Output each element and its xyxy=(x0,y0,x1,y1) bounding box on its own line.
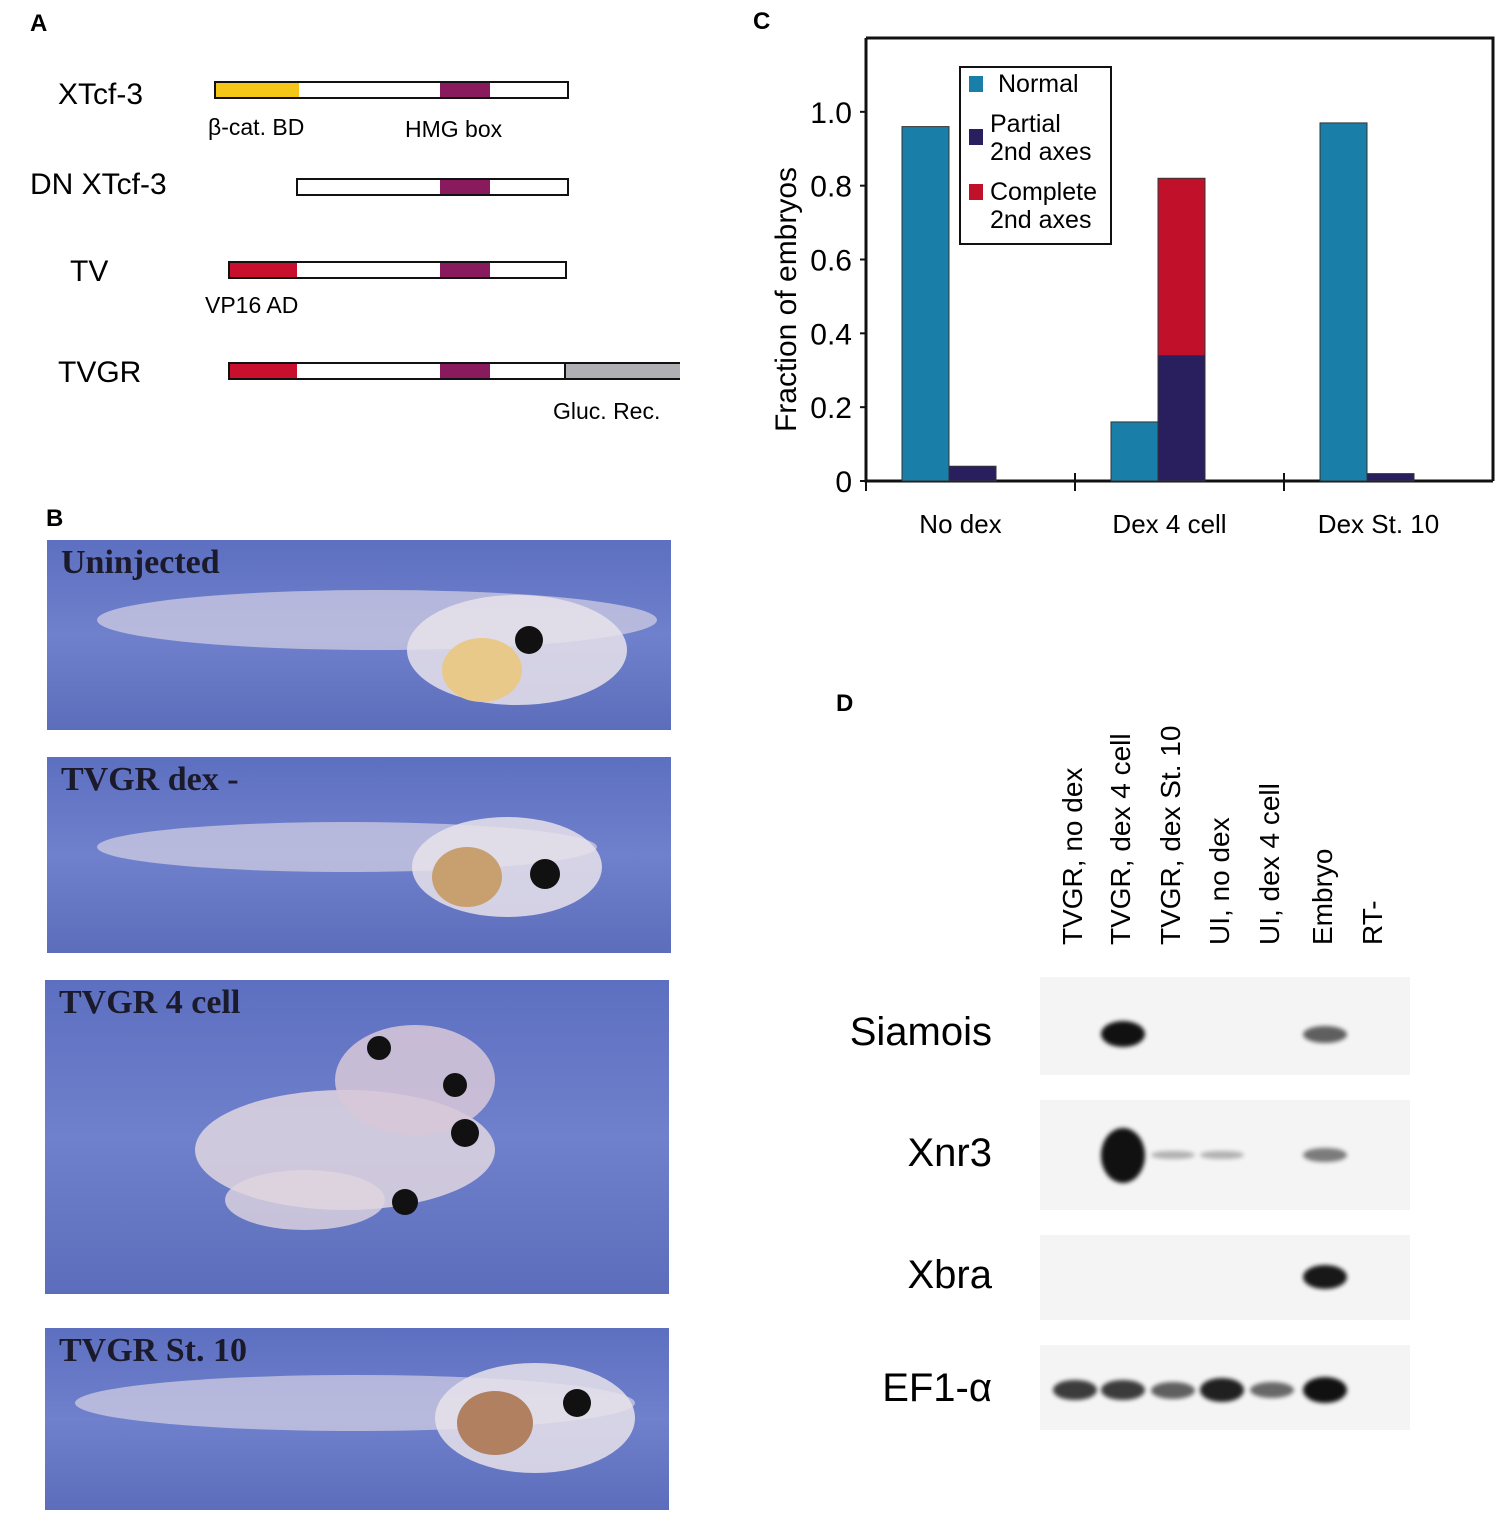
bar-chart: 0 0.2 0.4 0.6 0.8 1.0 Fraction of embryos No de… xyxy=(770,36,1495,539)
vp16-ad-label: VP16 AD xyxy=(205,292,299,318)
bar-partial xyxy=(1366,473,1415,482)
construct-tvgr-name: TVGR xyxy=(58,356,142,389)
legend-label: Partial xyxy=(990,110,1061,138)
vp16-ad-domain xyxy=(230,364,297,378)
band xyxy=(1151,1381,1195,1399)
tadpole-image xyxy=(97,817,602,917)
band xyxy=(1303,1377,1347,1403)
blot-1 xyxy=(1040,1100,1410,1210)
lane-label: Embryo xyxy=(1307,848,1338,945)
y-axis-label: Fraction of embryos xyxy=(770,167,803,432)
band xyxy=(1200,1378,1244,1402)
hmg-box-label: HMG box xyxy=(405,116,503,142)
lane-label: RT- xyxy=(1357,900,1388,945)
bar-normal xyxy=(1110,421,1159,482)
blot-3 xyxy=(1040,1345,1410,1430)
legend-label: 2nd axes xyxy=(990,206,1091,234)
photo-title: TVGR 4 cell xyxy=(59,984,241,1021)
legend-label: Complete xyxy=(990,178,1097,206)
panel-d-label: D xyxy=(836,690,854,717)
bar-complete xyxy=(1157,177,1206,356)
band xyxy=(1053,1379,1097,1401)
photo-tvgr-st10: TVGR St. 10 xyxy=(45,1328,669,1510)
lane-label: UI, no dex xyxy=(1204,817,1235,945)
gene-label: EF1-α xyxy=(882,1366,992,1410)
photo-title: TVGR St. 10 xyxy=(59,1332,247,1369)
y-tick-label: 0 xyxy=(835,466,852,499)
tadpole-image xyxy=(195,1025,495,1230)
construct-dn-xtcf3-name: DN XTcf-3 xyxy=(30,168,167,201)
hmg-box-domain xyxy=(440,263,490,277)
band xyxy=(1250,1381,1294,1399)
vp16-ad-domain xyxy=(230,263,297,277)
legend-swatch-1 xyxy=(969,129,983,145)
band xyxy=(1303,1147,1347,1163)
legend-label: 2nd axes xyxy=(990,138,1091,166)
hmg-box-domain xyxy=(440,364,490,378)
hmg-box-domain xyxy=(440,180,490,194)
construct-xtcf3-name: XTcf-3 xyxy=(58,78,144,111)
bar-normal xyxy=(1319,122,1368,482)
legend-swatch-0 xyxy=(969,76,983,92)
y-tick-label: 0.2 xyxy=(810,392,852,425)
y-tick-label: 0.4 xyxy=(810,318,852,351)
lane-label: UI, dex 4 cell xyxy=(1254,783,1285,945)
lane-label: TVGR, dex 4 cell xyxy=(1105,733,1136,945)
band xyxy=(1101,1379,1145,1401)
hmg-box-domain xyxy=(440,83,490,97)
legend-box xyxy=(959,66,1112,245)
y-tick-label: 0.6 xyxy=(810,245,852,278)
bar-partial xyxy=(1157,354,1206,482)
band xyxy=(1101,1127,1145,1183)
gene-label: Xnr3 xyxy=(907,1131,993,1175)
panel-a-label: A xyxy=(30,10,48,37)
gluc-rec-label: Gluc. Rec. xyxy=(553,398,661,424)
gene-label: Siamois xyxy=(849,1010,992,1054)
gluc-rec-domain xyxy=(564,364,680,378)
photo-uninjected: Uninjected xyxy=(47,540,671,730)
x-tick-label: Dex 4 cell xyxy=(1112,509,1226,539)
band xyxy=(1303,1264,1347,1290)
construct-dn-xtcf3-bar xyxy=(296,178,569,196)
legend-swatch-2 xyxy=(969,184,983,200)
bar-normal xyxy=(901,126,950,482)
photo-tvgr-4-cell: TVGR 4 cell xyxy=(45,980,669,1294)
panel-b-label: B xyxy=(46,505,64,532)
tadpole-image xyxy=(97,590,657,705)
x-tick-label: No dex xyxy=(919,509,1001,539)
band xyxy=(1303,1025,1347,1043)
x-tick-label: Dex St. 10 xyxy=(1318,509,1439,539)
blot-0 xyxy=(1040,977,1410,1075)
panel-c-label: C xyxy=(753,8,771,35)
photo-title: Uninjected xyxy=(61,544,220,581)
band xyxy=(1151,1150,1195,1160)
band xyxy=(1101,1021,1145,1047)
beta-cat-bd-domain xyxy=(216,83,299,97)
lane-label: TVGR, no dex xyxy=(1057,767,1088,945)
construct-tv-name: TV xyxy=(70,255,109,288)
beta-cat-bd-label: β-cat. BD xyxy=(208,114,305,140)
y-tick-label: 0.8 xyxy=(810,171,852,204)
photo-title: TVGR dex - xyxy=(61,761,239,798)
gene-label: Xbra xyxy=(907,1253,993,1297)
band xyxy=(1200,1150,1244,1160)
tadpole-image xyxy=(75,1363,635,1473)
lane-label: TVGR, dex St. 10 xyxy=(1155,725,1186,945)
photo-tvgr-dex-minus: TVGR dex - xyxy=(47,757,671,953)
legend-label: Normal xyxy=(998,70,1079,98)
blot-2 xyxy=(1040,1235,1410,1320)
bar-partial xyxy=(948,465,997,482)
y-tick-label: 1.0 xyxy=(810,97,852,130)
